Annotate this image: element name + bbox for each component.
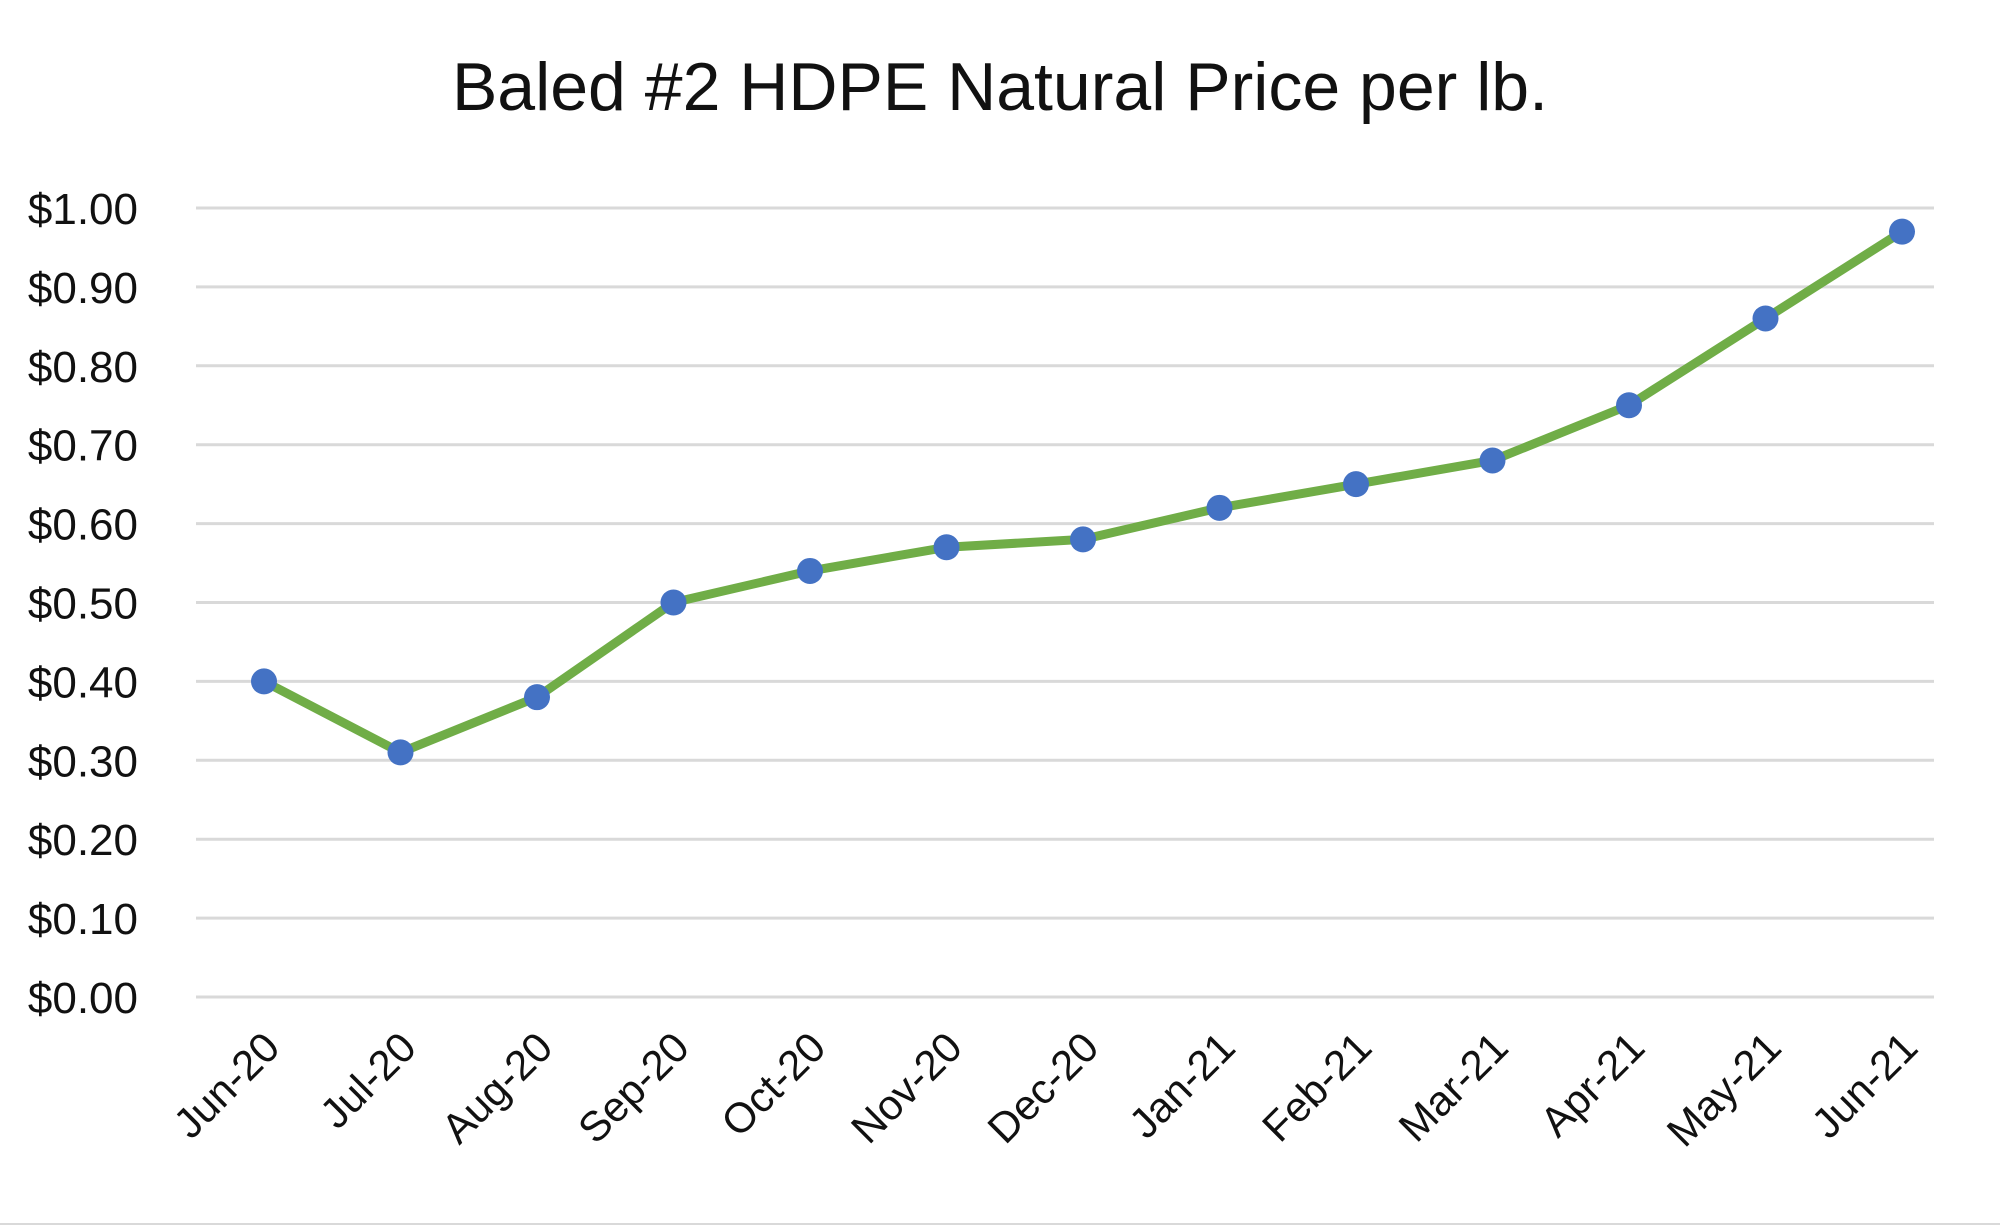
x-tick-label: Jul-20 (311, 1023, 425, 1137)
x-tick-label: Jun-20 (164, 1023, 288, 1147)
data-point (1479, 447, 1506, 474)
y-tick-label: $0.40 (28, 658, 138, 707)
x-tick-label: Feb-21 (1253, 1023, 1380, 1150)
y-tick-label: $0.30 (28, 737, 138, 786)
data-point (1752, 305, 1779, 332)
bottom-divider (0, 1223, 2000, 1225)
x-tick-label: Oct-20 (712, 1023, 834, 1145)
y-tick-label: $0.90 (28, 264, 138, 313)
data-point (1343, 471, 1369, 498)
data-point (1206, 494, 1233, 521)
data-point (1616, 392, 1642, 419)
x-tick-label: Mar-21 (1390, 1023, 1517, 1150)
x-tick-label: Jun-21 (1802, 1023, 1926, 1147)
x-tick-label: Apr-21 (1531, 1023, 1653, 1145)
data-point (251, 668, 277, 695)
x-tick-label: Sep-20 (569, 1023, 698, 1152)
data-point (797, 557, 823, 584)
x-tick-label: Aug-20 (432, 1023, 561, 1152)
x-tick-label: Jan-21 (1120, 1023, 1244, 1147)
data-point (1889, 218, 1915, 245)
x-tick-label: May-21 (1658, 1023, 1790, 1155)
data-point (524, 684, 550, 711)
data-point (1070, 526, 1096, 553)
y-tick-label: $0.70 (28, 422, 138, 471)
y-tick-label: $0.20 (28, 816, 138, 865)
y-tick-label: $0.10 (28, 895, 138, 944)
y-tick-label: $0.80 (28, 343, 138, 392)
x-tick-label: Dec-20 (978, 1023, 1107, 1152)
chart-title: Baled #2 HDPE Natural Price per lb. (451, 49, 1549, 125)
series-line (259, 227, 1907, 757)
data-point (933, 534, 960, 561)
y-tick-label: $0.00 (28, 974, 138, 1023)
data-point (387, 739, 414, 766)
y-tick-label: $0.60 (28, 501, 138, 550)
x-tick-label: Nov-20 (842, 1023, 971, 1152)
y-tick-label: $1.00 (28, 185, 138, 234)
y-tick-label: $0.50 (28, 580, 138, 629)
data-point (660, 589, 687, 616)
